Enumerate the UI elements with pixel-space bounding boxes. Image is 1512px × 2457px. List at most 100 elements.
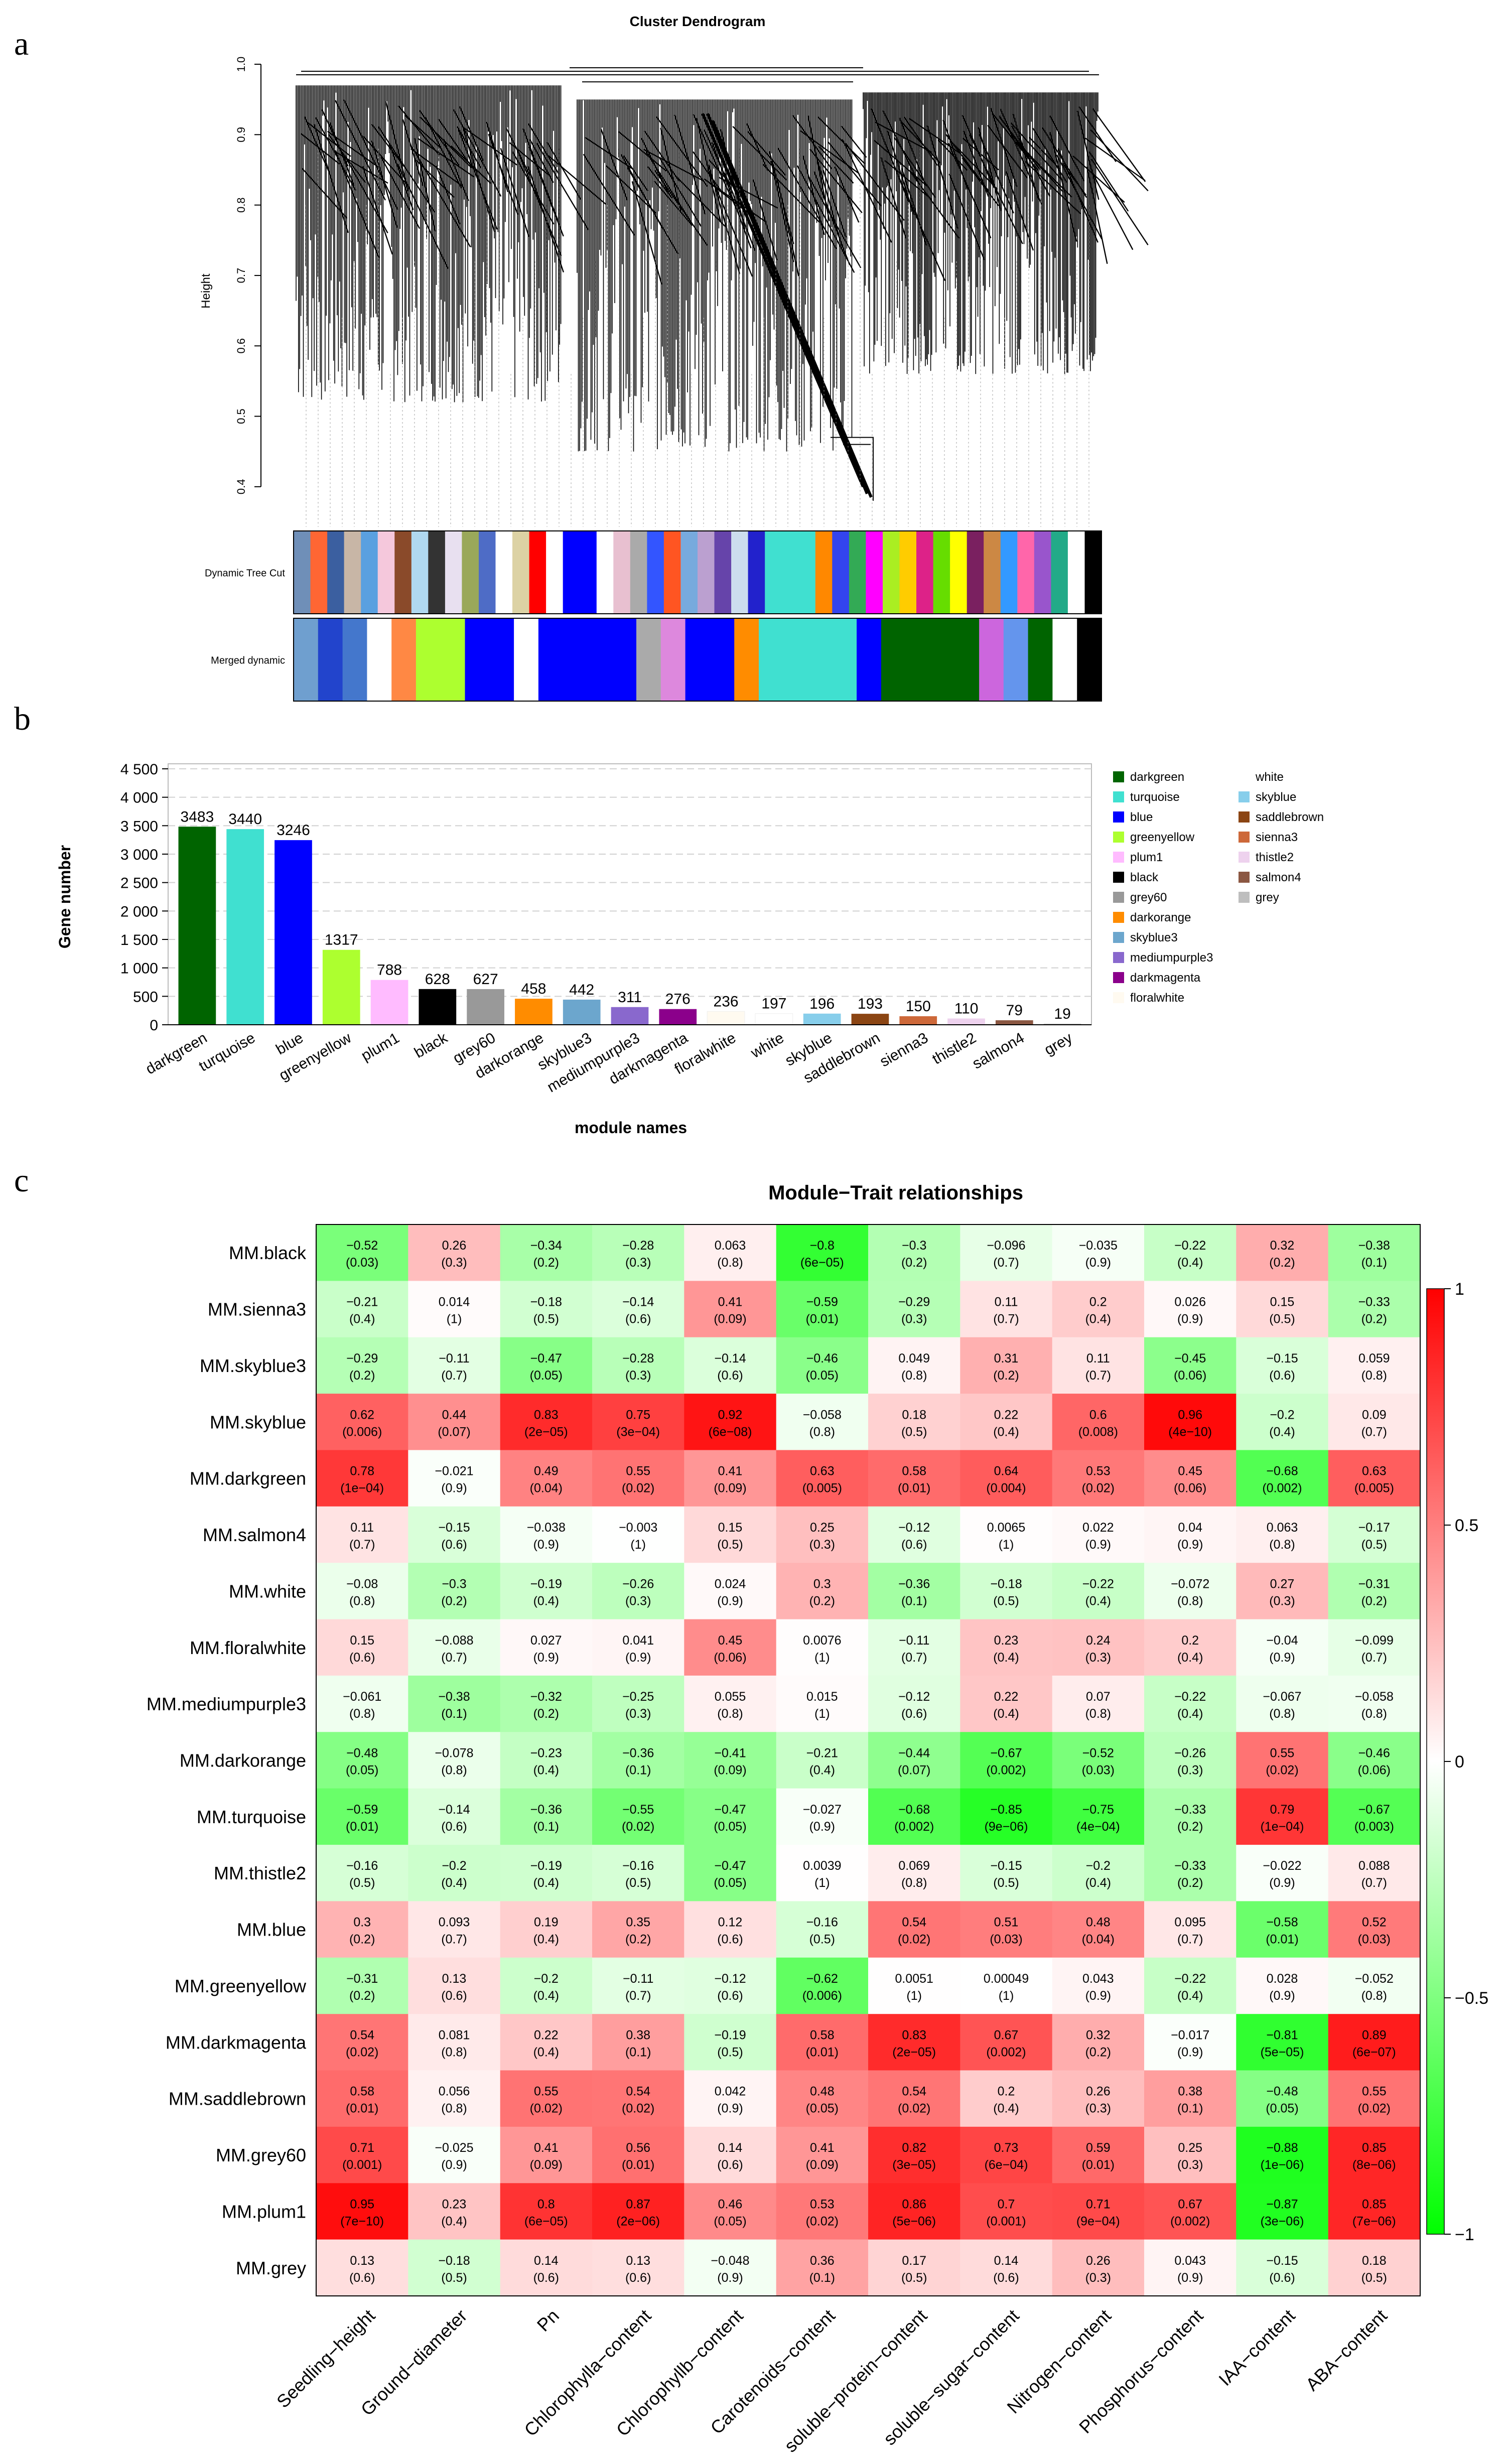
cell-pvalue: (0.09): [714, 1312, 746, 1326]
cell-pvalue: (0.9): [1177, 1312, 1203, 1326]
cell-value: −0.027: [803, 1803, 842, 1817]
cell-pvalue: (0.04): [530, 1481, 563, 1495]
heatmap-cell: [592, 1563, 684, 1620]
cell-pvalue: (0.1): [533, 1820, 559, 1834]
cell-pvalue: (0.9): [717, 2102, 743, 2116]
heatmap-cell: [500, 1337, 593, 1394]
cell-value: −0.36: [622, 1746, 654, 1760]
dendrogram-fan: [301, 99, 606, 272]
cell-pvalue: (0.02): [530, 2102, 563, 2116]
heatmap-cell: [316, 1394, 408, 1450]
cell-value: 0.53: [1086, 1464, 1111, 1478]
cell-pvalue: (0.9): [1177, 2045, 1203, 2059]
cell-value: −0.12: [714, 1972, 746, 1986]
band-segment: [1067, 531, 1085, 614]
heatmap-cell: [408, 1957, 501, 2014]
cell-pvalue: (0.1): [901, 1594, 927, 1608]
heatmap-cell: [1144, 1281, 1236, 1338]
row-label: MM.darkgreen: [190, 1468, 306, 1489]
heatmap-cell: [1328, 1619, 1421, 1676]
cell-pvalue: (0.7): [1361, 1876, 1387, 1890]
cell-value: 0.081: [439, 2028, 470, 2042]
cell-value: 0.15: [350, 1633, 374, 1648]
cell-pvalue: (0.5): [533, 1312, 559, 1326]
cell-pvalue: (0.3): [1085, 2102, 1111, 2116]
cell-pvalue: (0.4): [441, 1876, 467, 1890]
cell-value: 0.56: [626, 2141, 650, 2155]
cell-pvalue: (0.01): [806, 2045, 839, 2059]
cell-value: 0.26: [442, 1239, 467, 1253]
band-segment: [905, 618, 931, 701]
cell-pvalue: (7e−10): [340, 2214, 384, 2228]
cell-pvalue: (0.6): [441, 1538, 467, 1552]
cell-pvalue: (0.4): [533, 2045, 559, 2059]
band-segment: [342, 618, 367, 701]
heatmap-cell: [868, 1281, 960, 1338]
bar-value-label: 150: [906, 998, 931, 1015]
legend-swatch: [1113, 972, 1124, 983]
cell-value: −0.078: [435, 1746, 473, 1760]
y-tick-label: 2 000: [120, 903, 158, 920]
heatmap-row: MM.mediumpurple3 −0.061 (0.8) −0.38 (0.1) −0.…: [147, 1675, 1421, 1732]
heatmap-cell: [408, 2126, 501, 2183]
cell-value: 0.014: [439, 1295, 470, 1309]
heatmap-cell: [1328, 1788, 1421, 1845]
heatmap-cell: [684, 1732, 777, 1789]
band-segment: [660, 618, 686, 701]
cell-pvalue: (0.03): [346, 1256, 378, 1270]
heatmap-cell: [960, 1619, 1053, 1676]
cell-value: 0.49: [534, 1464, 559, 1478]
heatmap-cell: [592, 2126, 684, 2183]
cell-pvalue: (2e−06): [616, 2214, 660, 2228]
heatmap-cell: [868, 1563, 960, 1620]
heatmap-cell: [1328, 1675, 1421, 1732]
heatmap-cell: [500, 1224, 593, 1281]
band-segment: [815, 531, 833, 614]
cell-pvalue: (0.05): [806, 1369, 839, 1383]
cell-value: −0.59: [346, 1803, 378, 1817]
heatmap-cell: [408, 1845, 501, 1901]
dendrogram-y-tick-label: 0.9: [235, 127, 247, 143]
cell-value: −0.15: [438, 1521, 470, 1535]
heatmap-row: MM.saddlebrown 0.58 (0.01) 0.056 (0.8) 0.55 (0…: [169, 2070, 1421, 2127]
cell-value: 0.55: [1362, 2085, 1387, 2099]
row-label: MM.black: [229, 1243, 307, 1263]
heatmap-row: MM.skyblue 0.62 (0.006) 0.44 (0.07) 0.83 (2e−0…: [210, 1394, 1421, 1450]
heatmap-cell: [868, 1506, 960, 1563]
cell-pvalue: (0.05): [714, 1876, 746, 1890]
band-segment: [734, 618, 759, 701]
cell-pvalue: (0.6): [901, 1707, 927, 1721]
cell-pvalue: (0.2): [349, 1369, 375, 1383]
cell-pvalue: (0.6): [441, 1989, 467, 2003]
cell-pvalue: (0.9): [1085, 1989, 1111, 2003]
y-tick-label: 2 500: [120, 875, 158, 892]
cell-pvalue: (0.6): [717, 2158, 743, 2172]
band-segment: [685, 618, 710, 701]
cell-pvalue: (0.05): [530, 1369, 563, 1383]
row-label: MM.floralwhite: [190, 1637, 306, 1658]
heatmap-cell: [684, 1224, 777, 1281]
band-segment: [479, 531, 496, 614]
heatmap-cell: [1328, 1901, 1421, 1958]
heatmap-row: MM.darkgreen 0.78 (1e−04) −0.021 (0.9) 0.49 (0…: [190, 1450, 1421, 1507]
cell-value: 0.2: [998, 2085, 1015, 2099]
heatmap-cell: [776, 1901, 869, 1958]
bar-chart-panel: 0 500 1 000 1 500 2 000 2 500 3 000 3 500 4 000 4…: [56, 761, 1324, 1137]
band-segment: [798, 531, 816, 614]
cell-pvalue: (0.008): [1078, 1425, 1118, 1439]
cell-value: 0.58: [350, 2085, 374, 2099]
dendrogram-cascade-tail: [831, 437, 874, 501]
colorbar-tick-label: −1: [1455, 2225, 1474, 2244]
cell-value: 0.15: [1270, 1295, 1295, 1309]
cell-pvalue: (1): [814, 1876, 830, 1890]
cell-value: 0.45: [1178, 1464, 1202, 1478]
heatmap-cell: [868, 2183, 960, 2240]
cell-value: 0.25: [810, 1521, 835, 1535]
cell-pvalue: (0.003): [1354, 1820, 1394, 1834]
cell-pvalue: (0.5): [993, 1876, 1019, 1890]
cell-pvalue: (0.002): [986, 2045, 1026, 2059]
cell-pvalue: (1): [630, 1538, 646, 1552]
heatmap-cell: [1328, 1732, 1421, 1789]
bar-turquoise: [226, 829, 264, 1025]
legend-label: grey: [1256, 891, 1279, 904]
